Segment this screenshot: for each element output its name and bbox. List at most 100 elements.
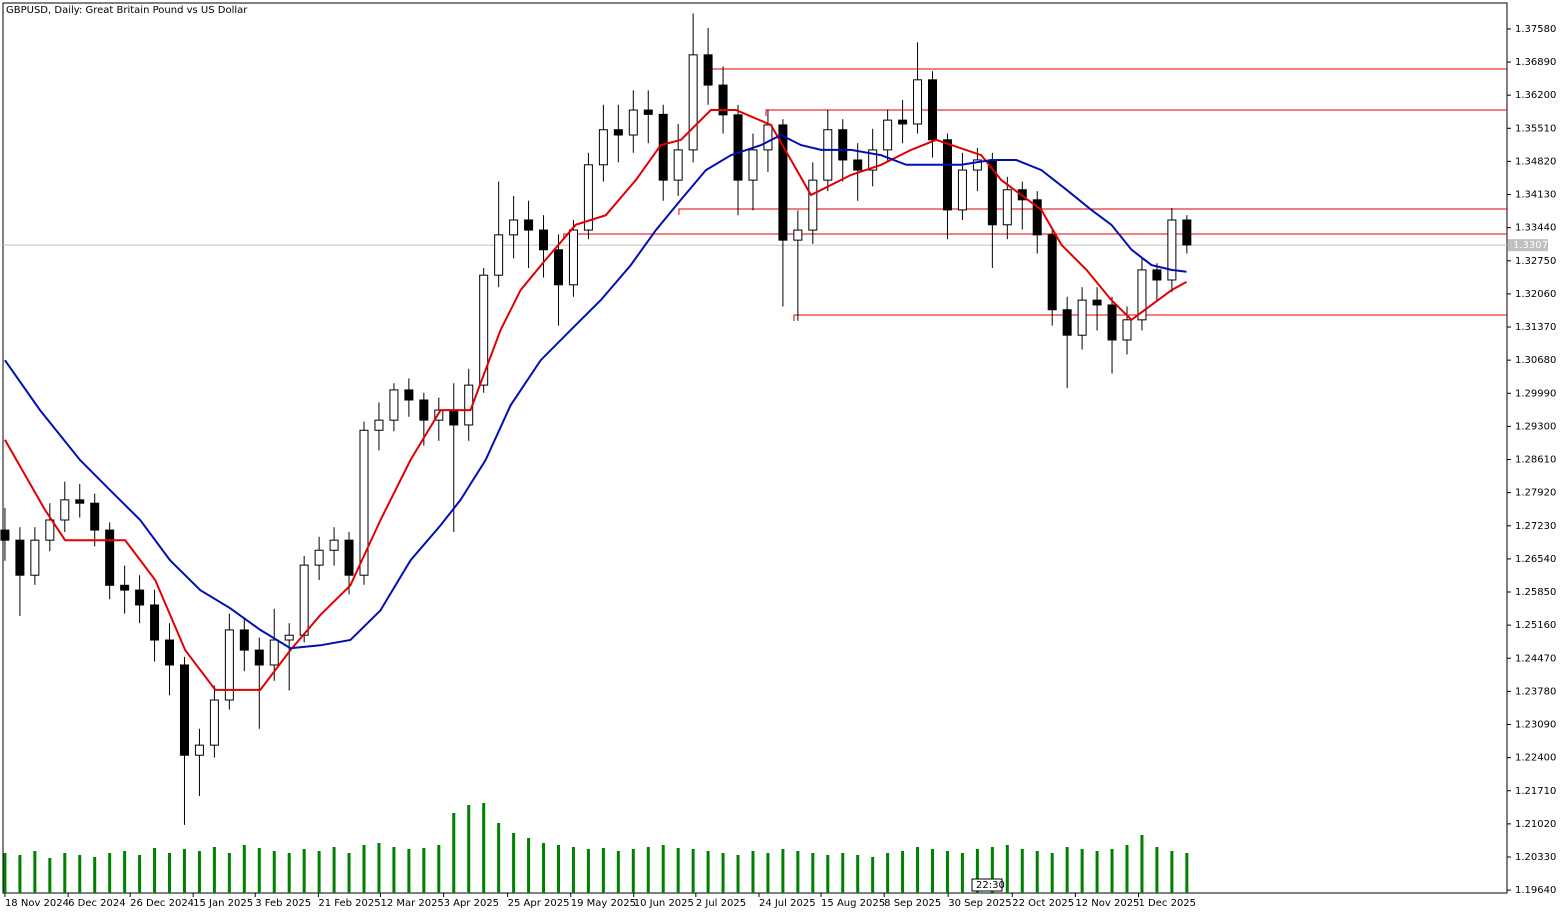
volume-bar xyxy=(945,851,949,893)
volume-bar xyxy=(33,851,37,893)
volume-bar xyxy=(661,845,665,893)
y-tick-label: 1.24470 xyxy=(1515,653,1556,664)
candle-body xyxy=(404,389,414,401)
volume-bar xyxy=(93,857,97,893)
volume-bar xyxy=(751,851,755,893)
candle-body xyxy=(60,499,70,521)
volume-bar xyxy=(676,848,680,893)
y-tick-label: 1.30680 xyxy=(1515,355,1556,366)
candle-body xyxy=(1092,299,1102,306)
volume-bar xyxy=(482,803,486,893)
y-tick-label: 1.21020 xyxy=(1515,819,1556,830)
x-tick-label: 3 Feb 2025 xyxy=(255,898,311,909)
volume-bar xyxy=(362,845,366,893)
y-tick-label: 1.20330 xyxy=(1515,852,1556,863)
candle-body xyxy=(1182,219,1192,246)
candle-body xyxy=(643,109,653,115)
candle-body xyxy=(150,604,160,641)
volume-bar xyxy=(377,843,381,893)
volume-bar xyxy=(108,853,112,893)
candle-body xyxy=(1047,234,1057,311)
candle-body xyxy=(0,529,10,541)
volume-bar xyxy=(332,847,336,893)
candle-body xyxy=(703,54,713,86)
x-tick-label: 1 Dec 2025 xyxy=(1139,898,1197,909)
volume-bar xyxy=(1155,847,1159,893)
volume-bar xyxy=(452,813,456,893)
volume-bar xyxy=(437,845,441,893)
candle-body xyxy=(957,169,967,211)
volume-bar xyxy=(631,849,635,893)
volume-bar xyxy=(826,855,830,893)
volume-bar xyxy=(197,851,201,893)
candle-body xyxy=(45,519,55,541)
level-line xyxy=(793,314,1507,322)
volume-bar xyxy=(138,855,142,893)
volume-bar xyxy=(571,847,575,893)
candle-body xyxy=(494,234,504,276)
x-tick-label: 12 Mar 2025 xyxy=(380,898,443,909)
candle-body xyxy=(942,139,952,211)
last-price-label: 1.33076 xyxy=(1513,240,1554,251)
y-tick-label: 1.23090 xyxy=(1515,720,1556,731)
candle-body xyxy=(688,54,698,151)
candle-body xyxy=(838,129,848,161)
volume-bar xyxy=(272,851,276,893)
volume-bar xyxy=(1095,851,1099,893)
candle-body xyxy=(898,119,908,125)
level-line xyxy=(678,208,1507,215)
y-tick-label: 1.36890 xyxy=(1515,57,1556,68)
volume-bar xyxy=(975,849,979,893)
y-tick-label: 1.35510 xyxy=(1515,123,1556,134)
volume-bar xyxy=(646,847,650,893)
candle-body xyxy=(928,79,938,141)
candle-body xyxy=(568,229,578,286)
candle-body xyxy=(419,399,429,421)
plot-layer xyxy=(0,13,1507,893)
volume-bar xyxy=(1125,845,1129,893)
candle-body xyxy=(972,159,982,171)
x-tick-label: 12 Nov 2025 xyxy=(1075,898,1139,909)
volume-bar xyxy=(467,805,471,893)
volume-bar xyxy=(212,847,216,893)
volume-bar xyxy=(901,851,905,893)
candle-body xyxy=(509,219,519,236)
x-tick-label: 10 Jun 2025 xyxy=(634,898,694,909)
y-tick-label: 1.27230 xyxy=(1515,521,1556,532)
candle-body xyxy=(179,664,189,756)
y-tick-label: 1.31370 xyxy=(1515,322,1556,333)
candle-body xyxy=(1152,269,1162,281)
x-tick-label: 18 Nov 2024 xyxy=(5,898,69,909)
volume-bar xyxy=(1185,853,1189,893)
candle-body xyxy=(628,109,638,136)
volume-bar xyxy=(1050,853,1054,893)
x-tick-label: 15 Aug 2025 xyxy=(821,898,885,909)
volume-bar xyxy=(407,849,411,893)
x-tick-label: 21 Feb 2025 xyxy=(318,898,380,909)
volume-bar xyxy=(1080,849,1084,893)
volume-bar xyxy=(542,843,546,893)
volume-bar xyxy=(586,849,590,893)
candle-body xyxy=(1107,304,1117,341)
volume-bar xyxy=(1005,845,1009,893)
candle-body xyxy=(329,539,339,551)
candle-body xyxy=(374,419,384,431)
y-tick-label: 1.23780 xyxy=(1515,686,1556,697)
y-tick-label: 1.36200 xyxy=(1515,90,1556,101)
x-tick-label: 19 May 2025 xyxy=(571,898,636,909)
volume-bar xyxy=(556,845,560,893)
candle-body xyxy=(1137,269,1147,321)
volume-bar xyxy=(811,853,815,893)
candle-body xyxy=(718,84,728,116)
y-tick-label: 1.34820 xyxy=(1515,156,1556,167)
y-tick-label: 1.28610 xyxy=(1515,455,1556,466)
volume-bar xyxy=(841,853,845,893)
candle-body xyxy=(583,164,593,231)
volume-bar xyxy=(317,851,321,893)
candle-body xyxy=(748,149,758,181)
candle-body xyxy=(733,114,743,181)
volume-bar xyxy=(1065,847,1069,893)
volume-bar xyxy=(512,833,516,893)
candle-body xyxy=(853,159,863,171)
